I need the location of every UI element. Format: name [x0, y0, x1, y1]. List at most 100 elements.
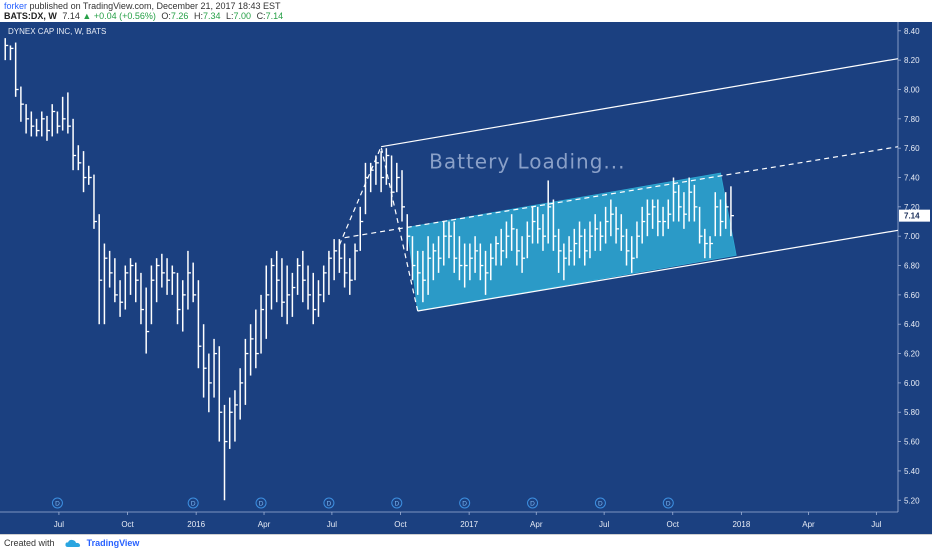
- ohlc-bar: [484, 250, 489, 295]
- ohlc-bar: [583, 228, 588, 266]
- price-tick-label: 5.40: [904, 467, 920, 476]
- ohlc-bar: [67, 92, 71, 134]
- ohlc-bar: [683, 192, 687, 229]
- ohlc-bar: [594, 214, 599, 251]
- ohlc-bar: [693, 184, 698, 222]
- ohlc-bar: [463, 243, 468, 288]
- ohlc-bar: [422, 250, 426, 303]
- dividend-marker: D: [51, 497, 63, 509]
- low-label: L:: [226, 11, 234, 21]
- ohlc-bar: [129, 258, 134, 295]
- price-chart[interactable]: 8.40 8.20 8.00 7.80 7.60 7.40 7.20 7.00 6.80 6.60…: [0, 22, 932, 534]
- time-tick-label: Jul: [871, 520, 881, 529]
- ohlc-bar: [411, 236, 416, 281]
- dividend-marker: D: [187, 497, 199, 509]
- ohlc-bar: [343, 243, 348, 288]
- price-tick-label: 7.40: [904, 174, 920, 183]
- price-tick-label: 6.40: [904, 320, 920, 329]
- ohlc-bar: [4, 38, 9, 61]
- pane-title: DYNEX CAP INC, W, BATS: [8, 27, 107, 36]
- ohlc-bar: [234, 390, 238, 442]
- dividend-marker: D: [391, 497, 403, 509]
- ohlc-bar: [181, 280, 186, 332]
- ohlc-bar: [453, 221, 458, 273]
- ohlc-bar: [244, 338, 249, 405]
- ohlc-bar: [328, 250, 332, 295]
- ohlc-bar: [208, 353, 212, 413]
- price-tick-label: 5.20: [904, 496, 920, 505]
- ohlc-bar: [197, 280, 202, 369]
- ohlc-bar: [192, 262, 197, 303]
- ohlc-bar: [401, 170, 406, 222]
- dividend-circle: [527, 497, 539, 509]
- ohlc-bar: [176, 272, 181, 325]
- time-axis[interactable]: Jul Oct 2016 Apr Jul Oct 2017 Apr Jul Oct 2018 Apr J…: [0, 511, 898, 529]
- ohlc-bar: [505, 221, 510, 259]
- ohlc-bar: [448, 221, 452, 259]
- ohlc-bar: [573, 228, 578, 266]
- time-tick-label: 2017: [460, 520, 478, 529]
- dividend-circle: [662, 497, 674, 509]
- annotation-text: Battery Loading...: [429, 150, 625, 174]
- ohlc-bar: [432, 243, 437, 281]
- time-tick-label: 2018: [732, 520, 750, 529]
- high-label: H:: [193, 11, 203, 21]
- price-tick-label: 6.80: [904, 262, 920, 271]
- ohlc-bar: [714, 192, 719, 237]
- symbol-label[interactable]: BATS:DX, W: [4, 11, 57, 21]
- ohlc-bar: [51, 104, 56, 137]
- ohlc-bar: [249, 324, 254, 376]
- close-value: 7.14: [265, 11, 284, 21]
- ohlc-bar: [286, 265, 291, 325]
- ohlc-bar: [396, 162, 400, 193]
- price-tick-label: 5.80: [904, 408, 920, 417]
- ohlc-bar: [495, 236, 499, 266]
- ohlc-bar: [354, 243, 359, 281]
- ohlc-bar: [557, 228, 562, 273]
- ohlc-bar: [213, 338, 218, 398]
- ohlc-bar: [709, 236, 714, 259]
- ohlc-bar: [14, 42, 19, 97]
- chart-header: forker published on TradingView.com, Dec…: [0, 0, 932, 22]
- ohlc-bar: [516, 228, 520, 266]
- drawing-layer[interactable]: Battery Loading...: [406, 150, 737, 312]
- ohlc-bar: [630, 236, 635, 273]
- ohlc-bar: [145, 287, 150, 354]
- ohlc-bar: [443, 221, 447, 266]
- symbol-line: BATS:DX, W 7.14 ▲ +0.04 (+0.56%) O:7.26 …: [4, 11, 283, 21]
- trendline-layer[interactable]: [338, 58, 899, 312]
- time-tick-label: Apr: [258, 520, 271, 529]
- price-tick-label: 7.00: [904, 232, 920, 241]
- ohlc-bar: [521, 236, 526, 273]
- ohlc-bar: [406, 214, 411, 251]
- ohlc-bar: [25, 104, 30, 134]
- dividend-label: D: [191, 501, 196, 508]
- ohlc-bar: [359, 206, 364, 251]
- ohlc-bar: [563, 243, 567, 281]
- ohlc-bar: [119, 280, 124, 317]
- author-link[interactable]: forker: [4, 1, 28, 11]
- ohlc-bar: [291, 272, 296, 317]
- channel-mid-line: [344, 146, 899, 239]
- created-with: Created with TradingView: [4, 538, 139, 548]
- ohlc-bar: [719, 199, 724, 237]
- ohlc-bar: [46, 115, 50, 141]
- ohlc-bar: [228, 397, 233, 449]
- pitchfork-zigzag: [338, 144, 419, 312]
- ohlc-bar: [322, 265, 327, 303]
- ohlc-bar: [730, 186, 734, 237]
- price-axis[interactable]: 8.40 8.20 8.00 7.80 7.60 7.40 7.20 7.00 6.80 6.60…: [897, 22, 930, 512]
- ohlc-bar: [218, 346, 223, 442]
- ohlc-bar: [41, 111, 45, 137]
- ohlc-bar: [500, 228, 505, 266]
- ohlc-bar: [239, 368, 244, 420]
- ohlc-bar: [98, 214, 103, 325]
- ohlc-bar: [427, 236, 432, 295]
- tradingview-brand[interactable]: TradingView: [86, 538, 140, 548]
- ohlc-bar: [552, 199, 557, 251]
- ohlc-bar: [302, 250, 306, 303]
- ohlc-bar: [437, 236, 442, 273]
- ohlc-bar: [677, 184, 682, 222]
- ohlc-bar: [667, 199, 672, 229]
